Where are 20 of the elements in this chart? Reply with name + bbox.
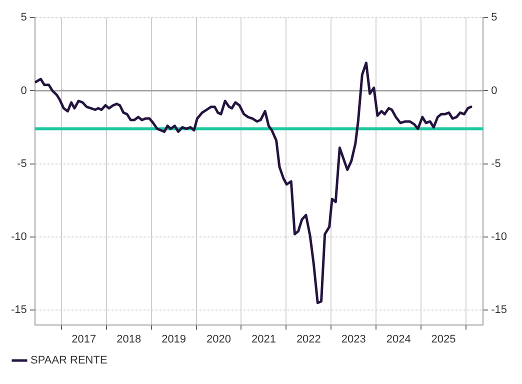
x-tick-label: 2023 <box>341 333 366 346</box>
y-tick-label: 5 <box>20 12 27 24</box>
x-tick-label: 2025 <box>431 333 456 346</box>
legend-label: SPAAR RENTE <box>30 354 108 367</box>
y2-tick-label: -5 <box>491 158 501 170</box>
y2-tick-label: 0 <box>491 84 498 97</box>
y2-tick-label: 5 <box>491 12 498 24</box>
y-tick-label: -15 <box>10 304 27 316</box>
x-tick-label: 2021 <box>251 333 276 346</box>
y-tick-label: 0 <box>20 84 27 97</box>
y2-tick-label: -15 <box>491 304 508 316</box>
x-tick-label: 2024 <box>386 333 411 346</box>
x-tick-label: 2020 <box>206 333 232 346</box>
x-tick-label: 2018 <box>116 333 142 346</box>
y2-tick-label: -10 <box>491 231 508 244</box>
y-tick-label: -5 <box>17 158 27 170</box>
x-tick-label: 2019 <box>162 333 186 346</box>
y-tick-label: -10 <box>10 231 27 244</box>
x-tick-label: 2022 <box>296 333 321 346</box>
x-tick-label: 2017 <box>72 333 96 346</box>
